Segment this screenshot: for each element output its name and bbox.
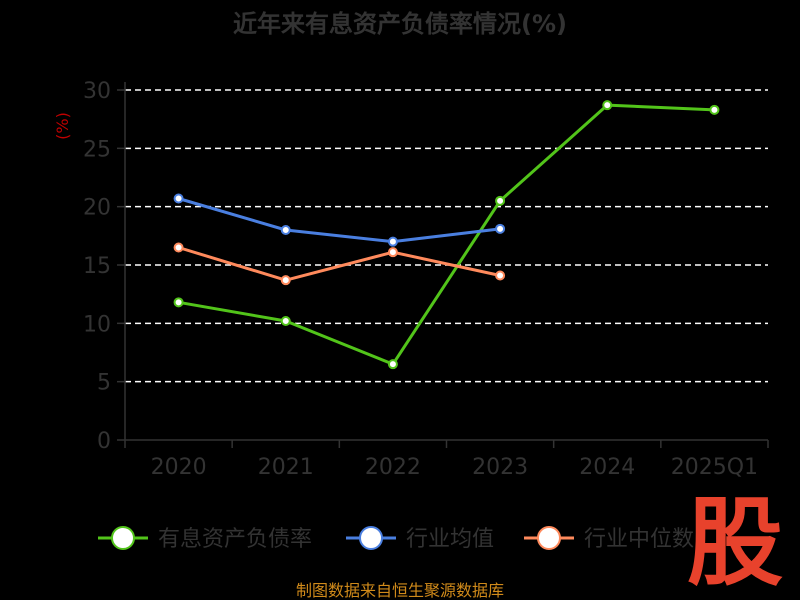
source-note: 制图数据来自恒生聚源数据库 — [296, 581, 504, 600]
y-tick-label: 0 — [97, 429, 111, 454]
y-tick-label: 20 — [83, 196, 111, 221]
series-line — [178, 197, 501, 244]
y-tick-label: 25 — [83, 137, 111, 162]
series-line — [178, 103, 715, 366]
y-tick-labels: 0 5 10 15 20 25 30 — [83, 79, 111, 454]
data-point — [387, 247, 398, 258]
series-lines — [173, 100, 720, 370]
legend-marker — [537, 526, 561, 550]
y-tick-label: 10 — [83, 312, 111, 337]
data-point — [387, 236, 398, 247]
legend-item[interactable]: 行业均值 — [346, 526, 494, 552]
watermark-logo: 股 — [687, 487, 783, 599]
legend[interactable]: 有息资产负债率 行业均值 行业中位数 — [98, 526, 694, 552]
legend-item[interactable]: 有息资产负债率 — [98, 526, 312, 552]
data-point — [602, 100, 613, 111]
data-point — [495, 223, 506, 234]
data-point — [280, 225, 291, 235]
x-tick-label: 2023 — [472, 455, 528, 480]
data-point — [173, 193, 184, 204]
data-point — [495, 195, 506, 206]
legend-item[interactable]: 行业中位数 — [524, 526, 694, 552]
x-tick-label: 2024 — [579, 455, 635, 480]
data-point — [387, 359, 398, 370]
y-tick-label: 5 — [97, 371, 111, 396]
data-point — [709, 104, 720, 115]
legend-label: 行业中位数 — [584, 527, 694, 552]
data-point — [280, 275, 291, 286]
legend-label: 行业均值 — [406, 527, 494, 552]
data-point — [173, 297, 184, 308]
x-tick-labels: 2020 2021 2022 2023 2024 2025Q1 — [151, 455, 758, 480]
x-tick-label: 2025Q1 — [671, 455, 758, 480]
x-tick-label: 2020 — [151, 455, 207, 480]
x-tick-label: 2022 — [365, 455, 421, 480]
chart-title: 近年来有息资产负债率情况(%) — [233, 10, 567, 38]
data-point — [495, 270, 506, 281]
y-axis-label: (%) — [53, 112, 72, 140]
data-point — [173, 242, 184, 253]
x-tick-label: 2021 — [258, 455, 314, 480]
legend-marker — [111, 526, 135, 550]
data-point — [280, 316, 291, 326]
legend-label: 有息资产负债率 — [158, 527, 312, 552]
series-line — [178, 246, 501, 282]
grid-lines — [125, 89, 768, 383]
legend-marker — [359, 526, 383, 550]
y-tick-label: 15 — [83, 254, 111, 279]
axes — [117, 82, 769, 448]
y-tick-label: 30 — [83, 79, 111, 104]
